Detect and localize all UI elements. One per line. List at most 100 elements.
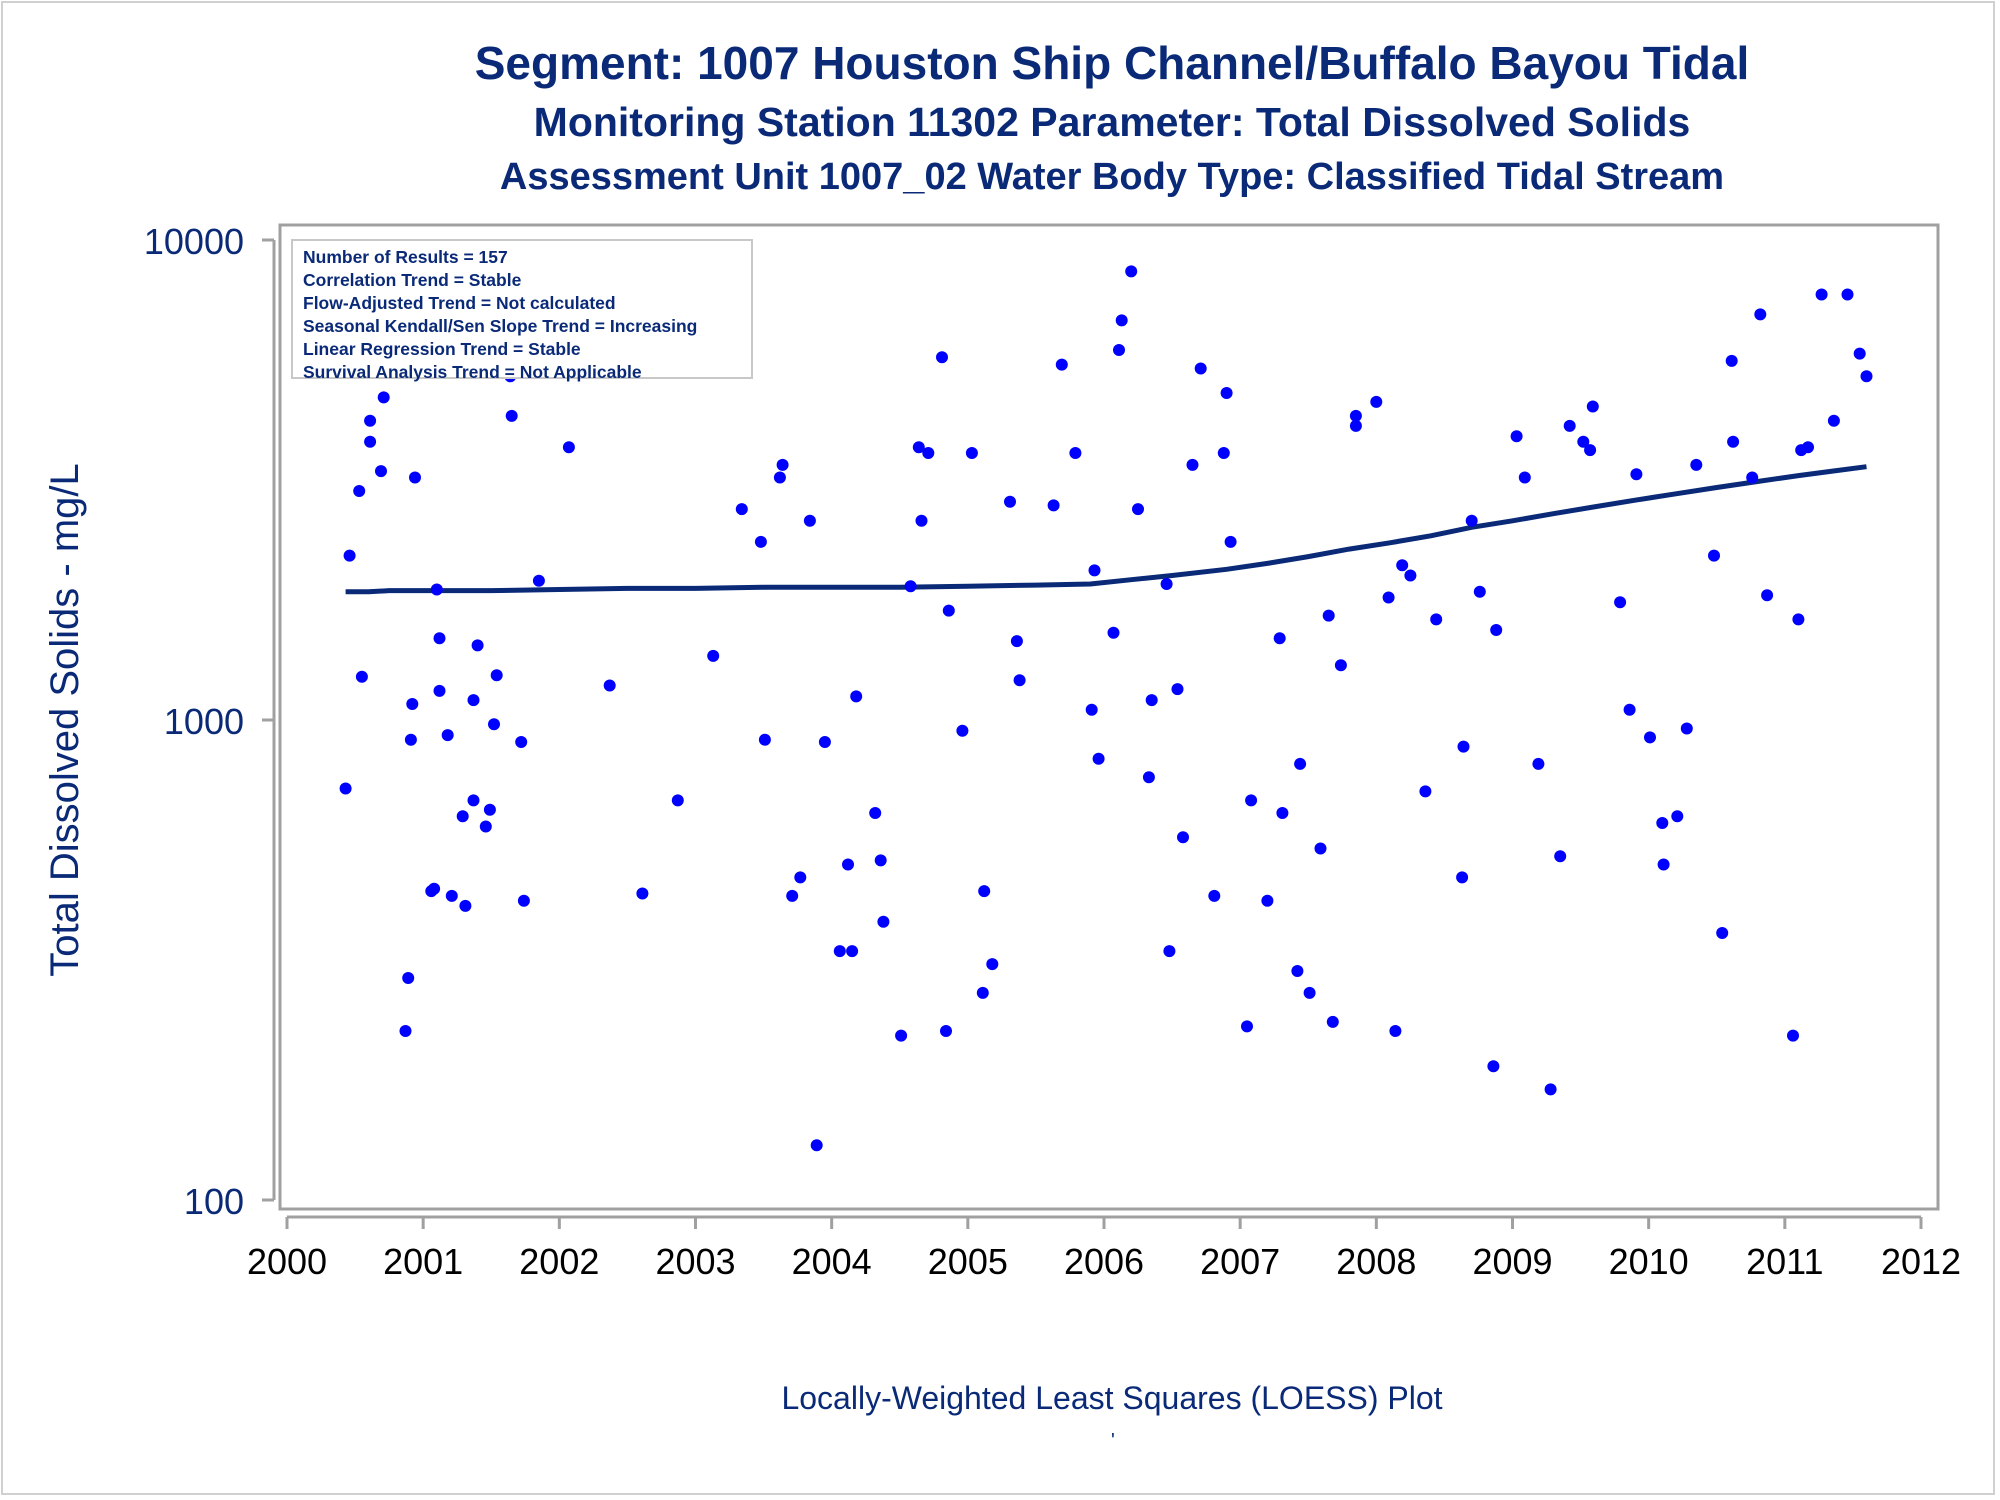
data-point bbox=[735, 503, 748, 516]
data-point bbox=[459, 899, 472, 912]
data-point bbox=[375, 465, 387, 478]
data-point bbox=[1382, 591, 1395, 604]
data-point bbox=[1314, 842, 1327, 855]
data-point bbox=[339, 782, 352, 795]
plot-frame bbox=[278, 223, 1940, 1211]
data-point bbox=[1465, 514, 1478, 527]
data-point bbox=[399, 1025, 412, 1037]
data-point bbox=[471, 639, 484, 652]
data-point bbox=[355, 670, 368, 683]
data-point bbox=[445, 889, 458, 902]
y-axis-label: Total Dissolved Solids - mg/L bbox=[43, 463, 87, 977]
data-point bbox=[1532, 757, 1545, 770]
data-point bbox=[467, 694, 480, 707]
data-point bbox=[818, 736, 831, 748]
data-point bbox=[532, 574, 545, 587]
data-point bbox=[846, 945, 859, 958]
data-point bbox=[1680, 722, 1693, 735]
data-point bbox=[1349, 409, 1362, 422]
data-point bbox=[942, 604, 955, 617]
x-tick-label: 2001 bbox=[383, 1241, 463, 1282]
data-point bbox=[1261, 894, 1274, 907]
data-point bbox=[1276, 807, 1289, 819]
data-point bbox=[517, 894, 530, 907]
x-tick-label: 2011 bbox=[1746, 1241, 1823, 1282]
data-point bbox=[1115, 314, 1128, 327]
data-point bbox=[402, 972, 415, 984]
data-point bbox=[603, 679, 616, 692]
data-point bbox=[1802, 441, 1814, 454]
data-point bbox=[986, 958, 999, 971]
data-point bbox=[1787, 1029, 1799, 1042]
data-point bbox=[1708, 549, 1720, 562]
data-point bbox=[1208, 889, 1221, 902]
data-point bbox=[1518, 471, 1531, 484]
data-point bbox=[1657, 858, 1670, 871]
data-point bbox=[505, 409, 518, 422]
data-point bbox=[1396, 559, 1409, 572]
data-point bbox=[1690, 458, 1703, 471]
y-tick-label: 1000 bbox=[164, 701, 244, 742]
data-point bbox=[1088, 564, 1101, 577]
data-point bbox=[1860, 370, 1873, 383]
y-tick-label: 10000 bbox=[144, 221, 244, 262]
data-point bbox=[1792, 613, 1805, 626]
data-point bbox=[833, 945, 846, 958]
data-point bbox=[1815, 288, 1828, 301]
data-point bbox=[456, 810, 469, 823]
x-tick-label: 2005 bbox=[928, 1241, 1008, 1282]
data-point bbox=[776, 458, 789, 471]
data-point bbox=[1761, 589, 1774, 602]
data-point bbox=[1303, 986, 1316, 999]
data-point bbox=[433, 684, 446, 697]
data-point bbox=[1186, 458, 1199, 471]
data-point bbox=[1092, 752, 1105, 765]
stat-flow-adjusted-trend: Flow-Adjusted Trend = Not calculated bbox=[303, 293, 616, 313]
data-point bbox=[1671, 810, 1684, 823]
data-point bbox=[956, 724, 969, 737]
x-tick-label: 2010 bbox=[1609, 1241, 1689, 1282]
footnote-mark: ' bbox=[1111, 1430, 1115, 1452]
data-point bbox=[1389, 1025, 1402, 1037]
data-point bbox=[1160, 578, 1173, 590]
data-point bbox=[479, 820, 492, 833]
data-point bbox=[1487, 1060, 1500, 1073]
data-point bbox=[1841, 288, 1854, 301]
data-point bbox=[1490, 624, 1503, 636]
y-axis-ticks bbox=[262, 238, 274, 1202]
data-point bbox=[1577, 435, 1590, 448]
data-point bbox=[1656, 817, 1669, 829]
data-point bbox=[1217, 447, 1230, 459]
data-point bbox=[922, 447, 935, 459]
data-point bbox=[1055, 358, 1068, 371]
data-point bbox=[404, 733, 417, 746]
data-points bbox=[339, 265, 1873, 1152]
data-point bbox=[1725, 354, 1738, 367]
x-tick-label: 2009 bbox=[1472, 1241, 1552, 1282]
data-point bbox=[1142, 771, 1155, 784]
data-point bbox=[515, 736, 528, 748]
data-point bbox=[1853, 347, 1866, 360]
data-point bbox=[842, 858, 854, 871]
data-point bbox=[1727, 435, 1740, 448]
data-point bbox=[441, 729, 454, 742]
x-tick-label: 2003 bbox=[655, 1241, 735, 1282]
data-point bbox=[915, 514, 928, 527]
data-point bbox=[343, 549, 356, 562]
data-point bbox=[869, 807, 882, 819]
data-point bbox=[1623, 703, 1636, 716]
data-point bbox=[1584, 444, 1597, 457]
data-point bbox=[912, 441, 925, 454]
data-point bbox=[364, 414, 377, 427]
data-point bbox=[1614, 596, 1627, 609]
y-tick-label: 100 bbox=[184, 1181, 244, 1222]
data-point bbox=[794, 871, 807, 884]
data-point bbox=[1456, 871, 1469, 884]
data-point bbox=[1563, 419, 1576, 432]
stat-correlation-trend: Correlation Trend = Stable bbox=[303, 270, 522, 290]
x-tick-label: 2004 bbox=[792, 1241, 872, 1282]
data-point bbox=[1171, 683, 1184, 696]
stat-survival-analysis-trend: Survival Analysis Trend = Not Applicable bbox=[303, 362, 642, 382]
chart-title: Segment: 1007 Houston Ship Channel/Buffa… bbox=[474, 37, 1750, 89]
data-point bbox=[877, 915, 890, 928]
